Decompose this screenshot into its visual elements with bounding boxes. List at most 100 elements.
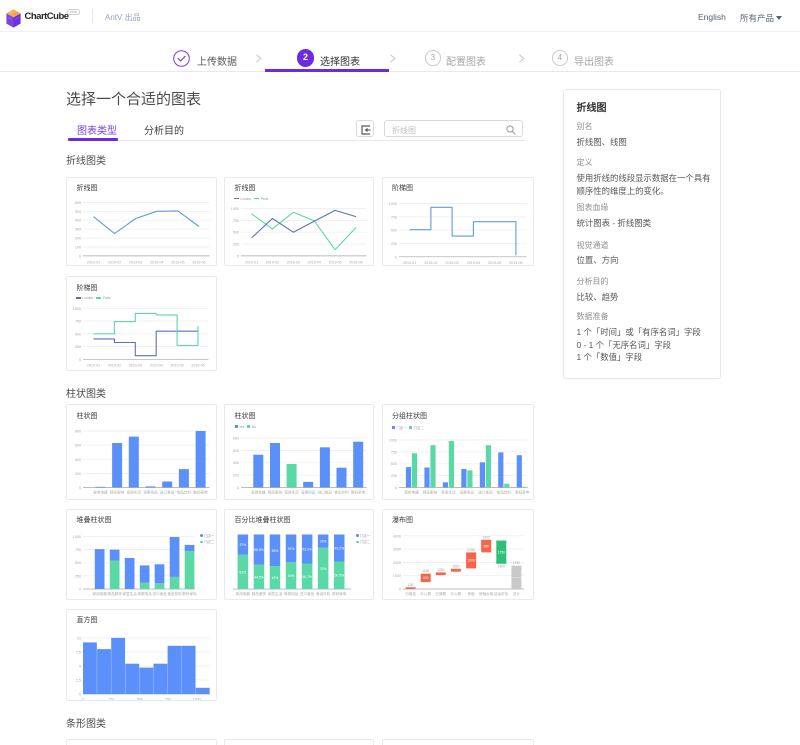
svg-text:1000: 1000 (231, 207, 239, 211)
svg-text:750: 750 (233, 218, 239, 222)
svg-text:46.7%: 46.7% (302, 574, 312, 578)
svg-text:1750: 1750 (512, 561, 519, 565)
svg-text:2019-04: 2019-04 (308, 260, 321, 264)
svg-text:0: 0 (237, 254, 239, 258)
svg-text:精品服饰: 精品服饰 (252, 591, 267, 596)
svg-text:数码家电: 数码家电 (182, 591, 197, 596)
svg-text:2019-06: 2019-06 (191, 364, 204, 368)
svg-text:500: 500 (390, 228, 396, 232)
svg-text:5: 5 (79, 664, 81, 668)
svg-text:0: 0 (394, 486, 396, 490)
svg-text:房租水电: 房租水电 (479, 591, 494, 596)
svg-text:49%: 49% (288, 574, 295, 578)
svg-text:家用电器: 家用电器 (93, 591, 108, 596)
svg-text:500: 500 (137, 697, 143, 701)
svg-text:1000: 1000 (193, 697, 201, 701)
svg-text:2019-01: 2019-01 (402, 261, 415, 265)
svg-text:2019-04: 2019-04 (466, 261, 479, 265)
svg-text:51%: 51% (288, 546, 295, 550)
svg-text:2019-05: 2019-05 (171, 260, 184, 264)
svg-text:750: 750 (165, 697, 171, 701)
svg-text:家居生活: 家居生活 (284, 490, 299, 495)
svg-text:母婴用品: 母婴用品 (459, 490, 474, 495)
svg-text:250: 250 (233, 242, 239, 246)
svg-text:食品饮料: 食品饮料 (316, 591, 331, 596)
svg-text:250: 250 (390, 242, 396, 246)
svg-text:0: 0 (79, 358, 81, 362)
svg-text:母婴用品: 母婴用品 (143, 490, 158, 495)
svg-text:500: 500 (75, 561, 81, 565)
svg-text:750: 750 (390, 215, 396, 219)
svg-text:精品服饰: 精品服饰 (268, 490, 283, 495)
svg-text:600: 600 (75, 200, 81, 204)
svg-text:50.5%: 50.5% (334, 573, 344, 577)
svg-text:0: 0 (82, 697, 84, 701)
svg-text:200: 200 (75, 236, 81, 240)
svg-text:总计: 总计 (512, 591, 520, 596)
svg-text:750: 750 (75, 548, 81, 552)
svg-text:750: 750 (390, 450, 396, 454)
svg-text:500: 500 (75, 332, 81, 336)
svg-text:家用电器: 家用电器 (251, 490, 266, 495)
svg-text:家用电器: 家用电器 (93, 490, 108, 495)
svg-text:食品饮料: 食品饮料 (167, 591, 182, 596)
svg-text:37%: 37% (239, 543, 246, 547)
svg-text:2.5: 2.5 (76, 678, 81, 682)
svg-text:数码家电: 数码家电 (515, 490, 530, 495)
svg-text:0: 0 (79, 587, 81, 591)
svg-text:家居生活: 家居生活 (127, 490, 142, 495)
svg-text:2019-05: 2019-05 (487, 261, 500, 265)
svg-text:2019-06: 2019-06 (192, 260, 205, 264)
svg-text:130: 130 (407, 582, 413, 586)
svg-text:0: 0 (394, 255, 396, 259)
svg-text:家用电器: 家用电器 (404, 490, 419, 495)
svg-text:500: 500 (233, 230, 239, 234)
svg-text:10: 10 (77, 636, 81, 640)
svg-text:房租: 房租 (467, 591, 475, 596)
svg-text:日用品: 日用品 (405, 591, 416, 596)
svg-text:49.5%: 49.5% (334, 546, 344, 550)
svg-text:4000: 4000 (392, 534, 400, 538)
svg-text:进口食品: 进口食品 (152, 591, 167, 596)
svg-text:2019-03: 2019-03 (445, 261, 458, 265)
svg-text:250: 250 (75, 345, 81, 349)
svg-text:3700: 3700 (482, 535, 489, 539)
svg-text:0: 0 (79, 692, 81, 696)
svg-text:2019-02: 2019-02 (424, 261, 437, 265)
svg-text:600: 600 (75, 444, 81, 448)
svg-text:精品服饰: 精品服饰 (422, 490, 437, 495)
svg-text:200: 200 (75, 472, 81, 476)
svg-text:食品饮料: 食品饮料 (177, 490, 192, 495)
svg-text:55.5%: 55.5% (254, 548, 264, 552)
svg-text:办公费: 办公费 (450, 591, 461, 596)
svg-text:24%: 24% (320, 539, 327, 543)
svg-text:交通费: 交通费 (435, 591, 446, 596)
svg-text:63%: 63% (239, 570, 246, 574)
svg-text:53.3%: 53.3% (302, 547, 312, 551)
svg-text:800: 800 (233, 437, 239, 441)
svg-text:家居生活: 家居生活 (122, 591, 137, 596)
svg-text:精品服饰: 精品服饰 (110, 490, 125, 495)
svg-text:食品饮料: 食品饮料 (334, 490, 349, 495)
svg-text:950: 950 (483, 544, 489, 548)
svg-text:2019-06: 2019-06 (349, 260, 362, 264)
svg-text:2019-04: 2019-04 (150, 260, 163, 264)
svg-text:2019-04: 2019-04 (150, 364, 163, 368)
svg-text:2019-02: 2019-02 (266, 260, 279, 264)
svg-text:76%: 76% (320, 566, 327, 570)
svg-text:800: 800 (75, 430, 81, 434)
svg-text:100: 100 (75, 245, 81, 249)
svg-text:母婴用品: 母婴用品 (137, 591, 152, 596)
svg-text:进口食品: 进口食品 (318, 490, 333, 495)
svg-text:1520: 1520 (452, 564, 459, 568)
svg-text:2019-02: 2019-02 (108, 260, 121, 264)
svg-text:0: 0 (79, 254, 81, 258)
svg-text:结余红包: 结余红包 (494, 591, 509, 596)
svg-text:250: 250 (108, 697, 114, 701)
svg-text:1200: 1200 (467, 558, 475, 562)
svg-text:2019-03: 2019-03 (129, 260, 142, 264)
svg-text:进口食品: 进口食品 (478, 490, 493, 495)
svg-text:2019-01: 2019-01 (245, 260, 258, 264)
svg-text:58%: 58% (272, 548, 279, 552)
svg-text:2019-06: 2019-06 (509, 261, 522, 265)
